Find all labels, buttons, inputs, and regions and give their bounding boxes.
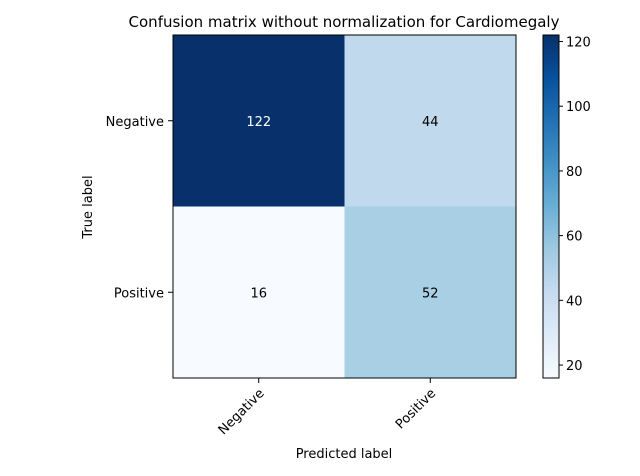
cell-value-label: 44: [422, 115, 439, 130]
y-axis-ticks: Negative Positive: [106, 115, 173, 301]
colorbar-tick-label: 60: [566, 230, 583, 245]
colorbar-ticks: 20 40 60 80 100 120: [559, 35, 591, 374]
y-tick-label: Negative: [106, 115, 164, 130]
x-tick-label: Positive: [393, 386, 439, 432]
x-axis-label: Predicted label: [296, 447, 393, 462]
chart-title: Confusion matrix without normalization f…: [129, 13, 560, 31]
plot-frame: [172, 34, 517, 379]
cell-value-label: 52: [422, 286, 439, 301]
y-tick-label: Positive: [114, 286, 164, 301]
heatmap-cell: [344, 206, 516, 378]
colorbar-tick-label: 20: [566, 359, 583, 374]
colorbar-tick-label: 80: [566, 165, 583, 180]
x-tick-label: Negative: [216, 386, 268, 438]
heatmap-cell: [173, 206, 345, 378]
y-axis-label: True label: [81, 175, 96, 239]
colorbar-tick-label: 40: [566, 294, 583, 309]
colorbar: [542, 34, 560, 379]
colorbar-tick-label: 100: [566, 100, 591, 115]
cell-value-label: 122: [246, 115, 271, 130]
heatmap-cell: [173, 35, 345, 207]
cell-annotations: 122 44 16 52: [246, 115, 438, 302]
heatmap-cells: [173, 35, 516, 378]
x-axis-ticks: Negative Positive: [216, 378, 439, 438]
cell-value-label: 16: [250, 286, 267, 301]
heatmap-cell: [344, 35, 516, 207]
colorbar-tick-label: 120: [566, 35, 591, 50]
